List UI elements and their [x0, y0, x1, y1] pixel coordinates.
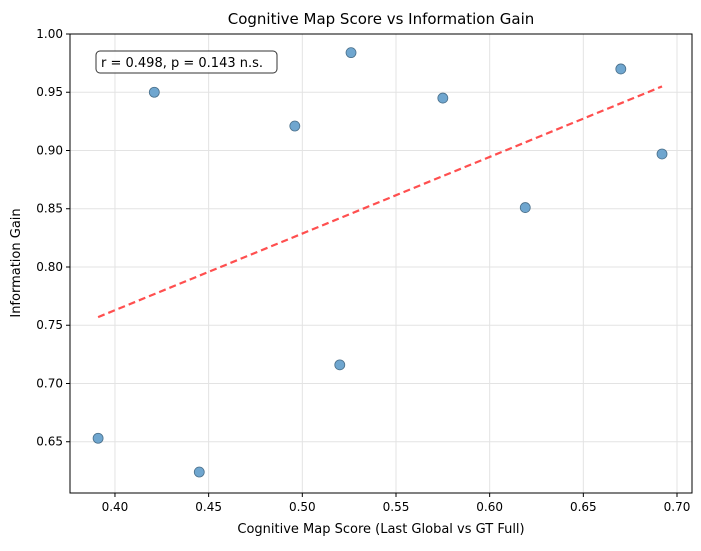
x-axis-label: Cognitive Map Score (Last Global vs GT F… [237, 522, 524, 537]
x-tick-label: 0.55 [383, 500, 410, 514]
data-points [92, 47, 668, 478]
data-point [437, 92, 449, 104]
x-tick-label: 0.65 [570, 500, 597, 514]
data-point [334, 359, 346, 371]
data-point [92, 432, 104, 444]
y-tick-label: 0.70 [36, 376, 63, 390]
y-tick-label: 0.90 [36, 143, 63, 157]
data-point [345, 47, 357, 59]
y-tick-label: 0.95 [36, 85, 63, 99]
annotation-text: r = 0.498, p = 0.143 n.s. [101, 56, 263, 71]
y-tick-label: 0.85 [36, 202, 63, 216]
annotation-box [95, 50, 278, 74]
data-point [148, 86, 160, 98]
data-point [615, 63, 627, 75]
data-point [656, 148, 668, 160]
grid [70, 33, 692, 493]
y-tick-label: 0.65 [36, 435, 63, 449]
data-point [289, 120, 301, 132]
data-point [519, 202, 531, 213]
x-tick-label: 0.40 [102, 500, 129, 514]
y-tick-label: 0.75 [36, 318, 63, 332]
plot-frame [69, 33, 693, 494]
y-tick-label: 0.80 [36, 260, 63, 274]
x-tick-label: 0.70 [664, 500, 691, 514]
y-tick-label: 1.00 [36, 27, 63, 41]
x-tick-label: 0.50 [289, 500, 316, 514]
y-axis-ticks: 0.65 0.70 0.75 0.80 0.85 0.90 0.95 1.00 [36, 27, 70, 449]
chart-title: Cognitive Map Score vs Information Gain [228, 10, 535, 28]
y-axis-label: Information Gain [9, 208, 24, 317]
x-axis-ticks: 0.40 0.45 0.50 0.55 0.60 0.65 0.70 [102, 493, 691, 514]
x-tick-label: 0.60 [476, 500, 503, 514]
trend-line [97, 85, 663, 319]
x-tick-label: 0.45 [195, 500, 222, 514]
data-point [193, 466, 205, 478]
